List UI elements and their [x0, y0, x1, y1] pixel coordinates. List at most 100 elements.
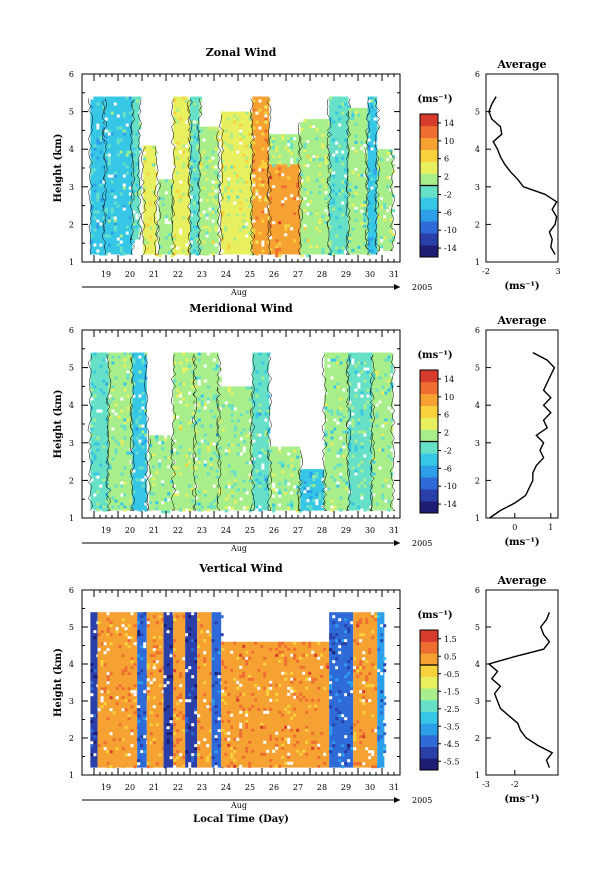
heatmap-cell — [284, 737, 288, 741]
heatmap-cell — [137, 654, 141, 658]
heatmap-cell — [158, 678, 162, 682]
heatmap-cell — [110, 207, 114, 211]
heatmap-cell — [176, 493, 180, 497]
heatmap-cell — [367, 237, 371, 241]
heatmap-cell — [179, 439, 183, 443]
heatmap-cell — [197, 723, 201, 727]
heatmap-cell — [182, 126, 186, 130]
heatmap-cell — [296, 212, 300, 216]
heatmap-cell — [146, 765, 150, 769]
heatmap-cell — [93, 394, 97, 398]
heatmap-cell — [245, 389, 249, 393]
heatmap-cell — [173, 252, 177, 256]
heatmap-cell — [93, 457, 97, 461]
heatmap-cell — [321, 134, 325, 138]
heatmap-cell — [221, 404, 225, 408]
heatmap-cell — [197, 448, 201, 452]
heatmap-cell — [293, 734, 297, 738]
heatmap-cell — [221, 641, 225, 645]
heatmap-cell — [335, 225, 339, 229]
heatmap-gap — [278, 446, 282, 450]
heatmap-gap — [203, 651, 207, 655]
heatmap-cell — [102, 352, 106, 356]
heatmap-cell — [205, 165, 209, 169]
heatmap-gap — [290, 161, 294, 165]
heatmap-cell — [377, 738, 381, 742]
heatmap-cell — [269, 143, 273, 147]
heatmap-cell — [127, 627, 131, 631]
heatmap-cell — [218, 419, 222, 423]
heatmap-cell — [339, 463, 343, 467]
heatmap-cell — [344, 762, 348, 766]
heatmap-cell — [278, 161, 282, 165]
heatmap-cell — [205, 156, 209, 160]
heatmap-gap — [96, 249, 100, 253]
heatmap-cell — [96, 427, 100, 431]
heatmap-gap — [203, 699, 207, 703]
heatmap-cell — [141, 484, 145, 488]
heatmap-cell — [93, 472, 97, 476]
heatmap-cell — [166, 732, 170, 736]
y-axis-label: Height (km) — [53, 134, 64, 203]
heatmap-cell — [290, 506, 294, 510]
heatmap-cell — [306, 478, 310, 482]
heatmap-cell — [167, 251, 171, 255]
heatmap-cell — [90, 153, 94, 157]
heatmap-gap — [224, 449, 228, 453]
heatmap-cell — [149, 217, 153, 221]
heatmap-cell — [258, 96, 262, 100]
heatmap-cell — [188, 732, 192, 736]
heatmap-cell — [332, 96, 336, 100]
heatmap-cell — [137, 708, 141, 712]
heatmap-cell — [196, 138, 199, 142]
heatmap-gap — [363, 143, 367, 147]
heatmap-cell — [113, 225, 117, 229]
heatmap-cell — [221, 455, 225, 459]
heatmap-cell — [261, 162, 265, 166]
heatmap-cell — [123, 418, 127, 422]
heatmap-cell — [102, 252, 106, 256]
heatmap-cell — [179, 738, 183, 742]
heatmap-cell — [173, 355, 177, 359]
heatmap-cell — [384, 373, 388, 377]
heatmap-cell — [290, 671, 294, 675]
heatmap-cell — [264, 168, 268, 172]
heatmap-cell — [236, 488, 240, 492]
heatmap-cell — [227, 386, 231, 390]
heatmap-cell — [197, 720, 201, 724]
heatmap-cell — [90, 729, 94, 733]
heatmap-cell — [113, 228, 117, 232]
heatmap-cell — [203, 463, 207, 467]
heatmap-cell — [205, 177, 209, 181]
heatmap-cell — [155, 762, 159, 766]
heatmap-cell — [269, 734, 273, 738]
heatmap-cell — [107, 129, 111, 133]
heatmap-cell — [348, 116, 352, 120]
heatmap-cell — [335, 639, 339, 643]
heatmap-cell — [96, 150, 100, 154]
heatmap-cell — [380, 699, 384, 703]
heatmap-cell — [93, 385, 97, 389]
heatmap-gap — [344, 735, 348, 739]
heatmap-cell — [123, 352, 127, 356]
heatmap-cell — [105, 442, 109, 446]
colorbar: 1.50.5-0.5-1.5-2.5-3.5-4.5-5.5 — [419, 629, 459, 771]
heatmap-cell — [359, 672, 363, 676]
heatmap-gap — [317, 743, 321, 747]
heatmap-cell — [275, 239, 279, 243]
heatmap-cell — [137, 630, 141, 634]
heatmap-cell — [194, 430, 198, 434]
heatmap-cell — [381, 493, 385, 497]
heatmap-cell — [152, 163, 156, 167]
heatmap-cell — [264, 487, 268, 491]
heatmap-cell — [144, 352, 148, 356]
heatmap-cell — [290, 686, 294, 690]
heatmap-cell — [191, 663, 195, 667]
heatmap-cell — [200, 624, 204, 628]
heatmap-cell — [329, 627, 333, 631]
heatmap-cell — [261, 364, 265, 368]
heatmap-cell — [375, 385, 379, 389]
heatmap-cell — [330, 442, 334, 446]
heatmap-cell — [330, 358, 334, 362]
heatmap-cell — [245, 198, 249, 202]
